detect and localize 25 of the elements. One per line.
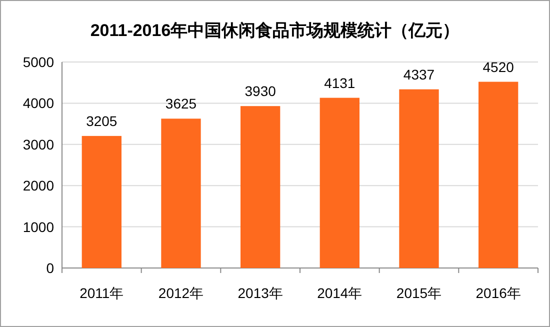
x-tick-label: 2012年 — [158, 285, 204, 301]
y-tick-label: 5000 — [22, 54, 54, 70]
data-label: 3930 — [244, 83, 276, 100]
x-tick-label: 2011年 — [80, 285, 124, 301]
y-tick-label: 1000 — [22, 218, 54, 235]
y-tick-label: 3000 — [22, 136, 54, 152]
bar — [161, 118, 201, 268]
data-label: 3625 — [165, 96, 197, 112]
y-tick-label: 4000 — [22, 95, 54, 112]
x-tick-label: 2016年 — [476, 285, 521, 301]
data-label: 4520 — [482, 58, 514, 75]
data-label: 3205 — [86, 112, 118, 129]
bar — [478, 82, 518, 268]
chart-title: 2011-2016年中国休闲食品市场规模统计（亿元） — [90, 21, 460, 40]
bar — [399, 89, 439, 268]
x-tick-label: 2013年 — [238, 285, 283, 301]
bar — [82, 136, 122, 268]
x-tick-label: 2015年 — [396, 285, 442, 301]
bar — [240, 106, 280, 268]
bar — [320, 98, 360, 268]
data-label: 4131 — [324, 74, 356, 91]
y-tick-label: 2000 — [22, 178, 54, 194]
y-tick-label: 0 — [46, 260, 54, 276]
data-label: 4337 — [403, 66, 435, 82]
x-tick-label: 2014年 — [317, 285, 362, 301]
